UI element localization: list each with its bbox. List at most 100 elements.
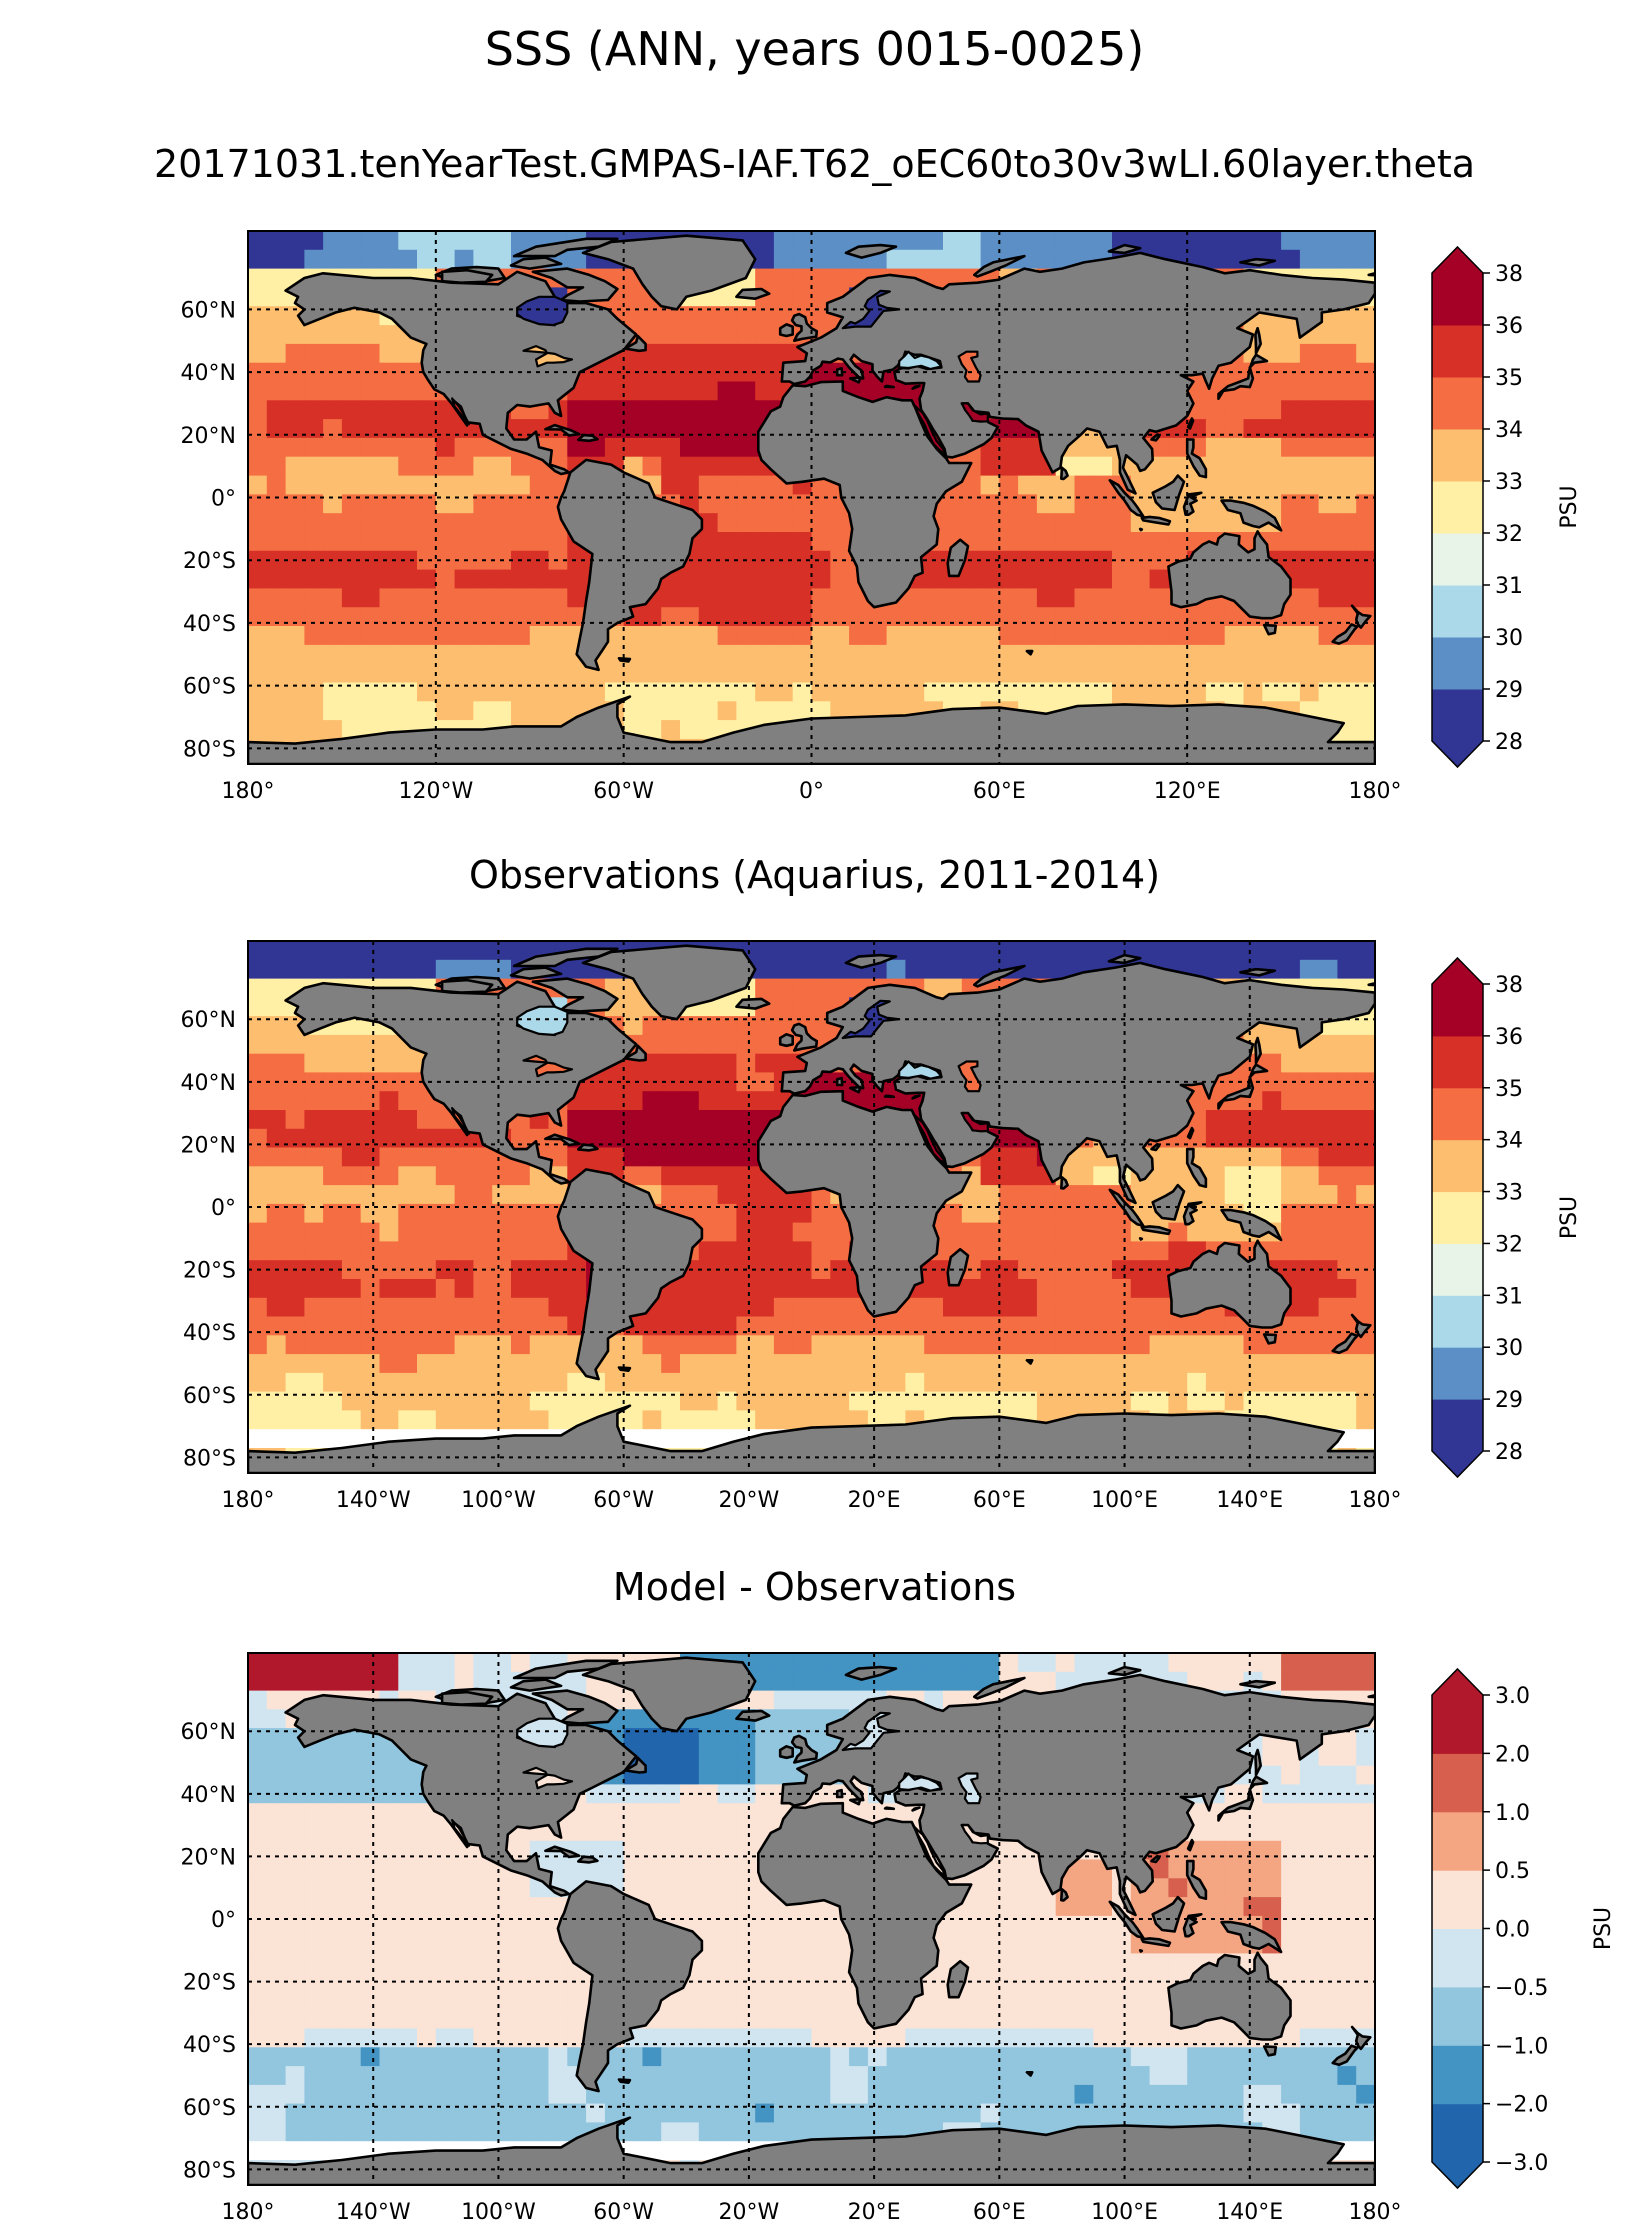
field-cell [1356,1765,1375,1786]
field-cell [586,1822,606,1842]
field-cell [1074,1653,1094,1673]
landmass [1151,1183,1186,1221]
field-cell [1318,1203,1338,1224]
field-cell [680,1128,700,1149]
field-cell [473,475,493,495]
field-cell [417,607,437,627]
field-cell [473,532,493,552]
field-cell [323,644,343,665]
field-cell [511,494,531,514]
field-cell [567,1279,587,1299]
field-cell [886,1354,906,1374]
field-cell [999,1185,1019,1205]
field-cell [1299,1297,1320,1318]
field-cell [924,1297,944,1318]
field-cell [755,588,775,608]
field-cell [360,1897,381,1917]
field-cell [1299,1803,1320,1823]
field-cell [830,2028,850,2048]
field-cell [736,437,756,458]
field-cell [304,1803,324,1823]
x-tick-label: 140°W [336,1488,411,1513]
field-cell [886,249,906,270]
field-cell [1243,456,1263,477]
field-cell [623,1166,644,1186]
field-cell [623,1110,644,1130]
field-cell [304,1147,324,1167]
field-cell [360,1972,381,1992]
field-cell [1187,475,1207,495]
field-cell [1224,1897,1245,1917]
field-cell [830,231,850,251]
field-cell [1093,1354,1113,1374]
field-cell [698,701,719,721]
field-cell [1112,1354,1132,1374]
field-cell [1074,1934,1094,1954]
field-cell [435,588,456,608]
field-cell [304,249,324,270]
field-cell [717,626,737,646]
landmass [735,287,771,300]
field-cell [830,682,850,702]
field-cell [1168,231,1188,251]
x-tick-label: 120°E [1154,779,1221,804]
field-cell [698,1053,719,1074]
field-cell [548,1953,568,1973]
field-cell [1318,249,1338,270]
field-cell [1093,2028,1113,2048]
field-cell [736,532,756,552]
colorbar-tick-label: 36 [1495,1025,1523,1050]
field-cell [943,1203,963,1224]
field-cell [1337,959,1357,980]
colorbar-segment [1432,1139,1483,1193]
field-cell [623,1709,644,1729]
field-cell [698,607,719,627]
field-cell [454,1166,474,1186]
panel-title-observations: Observations (Aquarius, 2011-2014) [468,853,1161,897]
inland-sea [522,345,574,368]
field-cell [1093,1316,1113,1336]
field-cell [360,959,381,980]
field-cell [266,1709,287,1729]
field-cell [1356,419,1375,439]
field-cell [492,588,512,608]
field-cell [999,1241,1019,1261]
field-cell [285,2028,305,2048]
field-cell [511,513,531,533]
field-cell [1356,663,1375,684]
field-cell [1262,663,1282,684]
field-cell [1318,1765,1338,1786]
field-cell [360,1915,381,1936]
field-cell [661,1429,681,1449]
field-cell [1337,1671,1357,1692]
field-cell [341,231,362,251]
field-cell [341,249,362,270]
field-cell [1262,1822,1282,1842]
field-cell [435,513,456,533]
field-cell [736,1822,756,1842]
field-cell [398,1147,418,1167]
field-cell [661,1784,681,1804]
field-cell [867,1803,888,1823]
field-cell [811,1316,831,1336]
field-cell [773,959,794,980]
field-cell [1036,663,1057,684]
field-cell [417,1335,437,1355]
field-cell [736,1991,756,2011]
field-cell [473,1410,493,1430]
field-cell [360,588,381,608]
field-cell [1281,343,1301,364]
field-cell [1356,1147,1375,1167]
field-cell [360,419,381,439]
field-cell [285,1934,305,1954]
field-cell [1036,1671,1057,1692]
field-cell [379,1840,399,1861]
field-cell [680,1335,700,1355]
field-cell [1036,1372,1057,1393]
field-cell [736,1091,756,1111]
field-cell [604,362,625,383]
field-cell [417,2028,437,2048]
field-cell [511,1222,531,1242]
field-cell [1093,569,1113,589]
field-cell [285,1822,305,1842]
